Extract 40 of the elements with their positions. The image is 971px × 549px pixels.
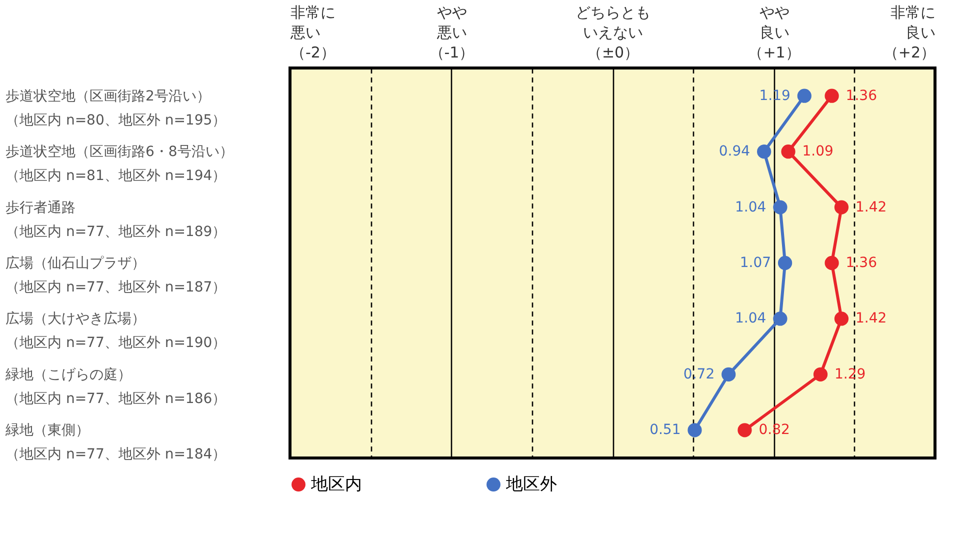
data-label: 1.42: [855, 310, 887, 327]
x-tick-label: やや悪い（-1）: [429, 4, 474, 62]
x-tick-label: やや良い（+1）: [748, 4, 800, 62]
point: [722, 367, 736, 382]
point: [834, 200, 849, 214]
y-tick-label: 広場（仙石山プラザ）（地区内 n=77、地区外 n=187）: [6, 256, 226, 296]
point: [781, 144, 796, 159]
x-tick-label: 非常に悪い（-2）: [290, 4, 336, 62]
point: [688, 423, 702, 438]
data-label: 1.29: [834, 366, 866, 382]
point: [824, 256, 839, 270]
data-label: 0.72: [683, 366, 715, 382]
legend-label: 地区外: [505, 474, 557, 495]
data-label: 1.07: [740, 255, 772, 271]
point: [757, 144, 772, 159]
data-label: 0.94: [718, 144, 750, 160]
point: [778, 256, 792, 270]
point: [773, 312, 788, 326]
point: [813, 367, 828, 382]
y-tick-label: 歩道状空地（区画街路6・8号沿い）（地区内 n=81、地区外 n=194）: [6, 144, 234, 184]
data-label: 0.51: [650, 422, 681, 438]
data-label: 1.04: [735, 199, 766, 216]
data-label: 1.42: [855, 199, 887, 216]
data-label: 1.09: [802, 144, 834, 160]
x-tick-label: 非常に良い（+2）: [883, 4, 936, 62]
y-tick-label: 緑地（東側）（地区内 n=77、地区外 n=184）: [4, 422, 226, 463]
data-label: 1.36: [846, 88, 878, 104]
y-tick-label: 緑地（こげらの庭）（地区内 n=77、地区外 n=186）: [4, 366, 226, 407]
y-tick-label: 歩道状空地（区画街路2号沿い）（地区内 n=80、地区外 n=195）: [6, 88, 226, 128]
point: [834, 312, 849, 326]
legend-label: 地区内: [310, 474, 362, 495]
y-tick-label: 広場（大けやき広場）（地区内 n=77、地区外 n=190）: [6, 311, 226, 352]
y-tick-label: 歩行者通路（地区内 n=77、地区外 n=189）: [6, 200, 226, 240]
data-label: 1.36: [846, 255, 878, 271]
point: [797, 88, 812, 103]
point: [773, 200, 788, 214]
x-tick-label: どちらともいえない（±0）: [576, 4, 650, 62]
data-label: 1.04: [735, 310, 766, 327]
point: [738, 423, 752, 438]
point: [824, 88, 839, 103]
